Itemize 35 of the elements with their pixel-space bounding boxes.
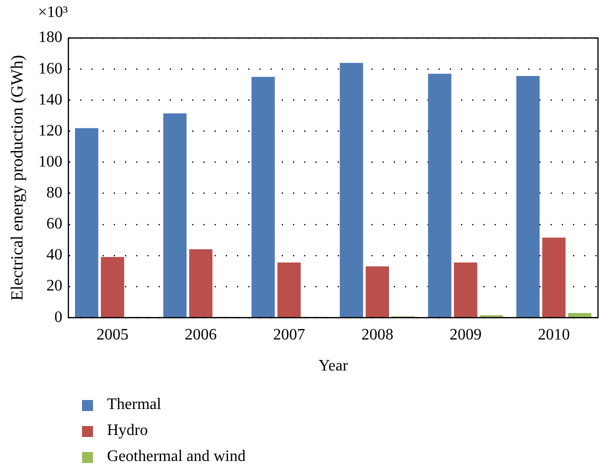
bar	[340, 62, 364, 317]
bar	[277, 262, 301, 317]
bar	[568, 312, 592, 317]
bar	[189, 249, 212, 317]
legend-label: Hydro	[107, 422, 148, 440]
text: ×10³	[38, 4, 68, 22]
y-tick-label: 40	[46, 246, 62, 264]
y-axis-title: Electrical energy production (GWh)	[8, 54, 27, 301]
y-tick-label: 140	[38, 91, 62, 108]
bar	[366, 266, 389, 317]
legend-label: Thermal	[107, 396, 162, 414]
x-tick-label: 2008	[361, 326, 394, 344]
legend-label: Geothermal and wind	[107, 448, 246, 466]
y-tick-label: 180	[38, 29, 62, 46]
x-tick-label: 2010	[538, 326, 570, 344]
bar	[542, 238, 566, 317]
x-tick-label: 2005	[96, 326, 129, 344]
y-tick-label: 60	[46, 216, 62, 233]
bar	[454, 262, 478, 317]
y-tick-label: 100	[38, 153, 62, 170]
x-tick-label: 2006	[184, 326, 217, 344]
y-tick-label: 160	[38, 60, 62, 78]
bar	[100, 257, 124, 317]
y-tick-label: 20	[46, 278, 62, 295]
y-tick-label: 0	[54, 308, 62, 326]
bar	[428, 74, 452, 317]
bar	[163, 113, 187, 317]
bar	[252, 76, 275, 317]
bar	[516, 76, 540, 317]
x-axis-title: Year	[318, 358, 349, 375]
y-tick-label: 120	[38, 122, 62, 140]
bar	[74, 128, 98, 317]
x-tick-label: 2009	[450, 326, 482, 344]
y-tick-label: 80	[46, 184, 62, 202]
x-tick-label: 2007	[273, 326, 306, 344]
